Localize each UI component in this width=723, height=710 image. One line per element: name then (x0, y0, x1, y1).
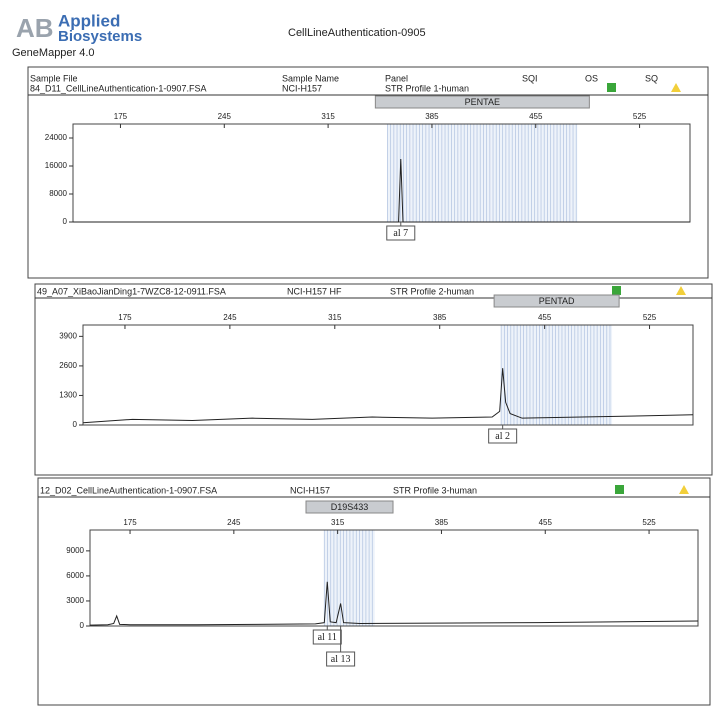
sample-file: 84_D11_CellLineAuthentication-1-0907.FSA (30, 83, 206, 93)
plot-frame (72, 123, 691, 223)
y-tick-label: 0 (63, 217, 68, 226)
bin-range (501, 325, 613, 425)
x-tick-label: 525 (633, 112, 647, 121)
y-tick-label: 2600 (59, 361, 77, 370)
os-flag (607, 83, 616, 92)
sample-name: NCI-H157 (290, 485, 330, 495)
marker-box (493, 294, 620, 308)
x-tick-label: 175 (118, 313, 132, 322)
marker-box (305, 500, 394, 514)
marker-name: PENTAE (465, 97, 500, 107)
x-tick-label: 455 (529, 112, 543, 121)
allele-box (386, 225, 416, 241)
allele-box (326, 651, 356, 667)
logo-top: Applied (58, 11, 120, 30)
x-tick-label: 245 (218, 112, 232, 121)
marker-name: D19S433 (331, 502, 369, 512)
y-tick-label: 0 (73, 420, 78, 429)
y-tick-label: 3900 (59, 331, 77, 340)
column-header: SQI (522, 73, 538, 83)
x-tick-label: 525 (642, 518, 656, 527)
x-tick-label: 315 (328, 313, 342, 322)
sample-name: NCI-H157 HF (287, 286, 342, 296)
x-tick-label: 175 (123, 518, 137, 527)
software-name: GeneMapper 4.0 (12, 47, 95, 59)
column-header: SQ (645, 73, 658, 83)
x-tick-label: 315 (321, 112, 335, 121)
panel-frame (37, 477, 711, 706)
os-flag (612, 286, 621, 295)
column-header: Panel (385, 73, 408, 83)
marker-box (374, 95, 590, 109)
column-header: Sample Name (282, 73, 339, 83)
marker-name: PENTAD (539, 296, 575, 306)
x-tick-label: 245 (227, 518, 241, 527)
x-tick-label: 455 (538, 313, 552, 322)
panel-name: STR Profile 2-human (390, 286, 474, 296)
sq-flag (671, 83, 681, 92)
plot-frame (82, 324, 694, 426)
allele-box (488, 428, 518, 444)
allele-label: al 2 (495, 431, 510, 442)
allele-label: al 13 (331, 654, 351, 665)
sq-flag (676, 286, 686, 295)
y-tick-label: 6000 (66, 571, 84, 580)
sq-flag (679, 485, 689, 494)
y-tick-label: 16000 (45, 161, 68, 170)
allele-box (312, 629, 342, 645)
panel-frame (27, 66, 709, 279)
x-tick-label: 525 (643, 313, 657, 322)
allele-label: al 7 (393, 228, 408, 239)
report-title: CellLineAuthentication-0905 (288, 27, 426, 39)
trace (89, 581, 699, 626)
trace (82, 368, 694, 424)
x-tick-label: 455 (539, 518, 553, 527)
x-tick-label: 245 (223, 313, 237, 322)
x-tick-label: 385 (433, 313, 447, 322)
y-tick-label: 1300 (59, 391, 77, 400)
y-tick-label: 9000 (66, 546, 84, 555)
column-header: Sample File (30, 73, 78, 83)
x-tick-label: 175 (114, 112, 128, 121)
os-flag (615, 485, 624, 494)
x-tick-label: 385 (435, 518, 449, 527)
sample-file: 49_A07_XiBaoJianDing1-7WZC8-12-0911.FSA (37, 286, 226, 296)
logo-mark: AB (16, 13, 54, 43)
logo-bottom: Biosystems (58, 28, 142, 45)
plot-frame (89, 529, 699, 627)
allele-label: al 11 (318, 632, 337, 643)
x-tick-label: 385 (425, 112, 439, 121)
panel-frame (34, 283, 713, 476)
trace (73, 158, 690, 223)
panel-name: STR Profile 3-human (393, 485, 477, 495)
panel-name: STR Profile 1-human (385, 83, 469, 93)
sample-file: 12_D02_CellLineAuthentication-1-0907.FSA (40, 485, 217, 495)
sample-name: NCI-H157 (282, 83, 322, 93)
y-tick-label: 8000 (49, 189, 67, 198)
column-header: OS (585, 73, 598, 83)
y-tick-label: 0 (80, 621, 85, 630)
y-tick-label: 3000 (66, 596, 84, 605)
y-tick-label: 24000 (45, 133, 68, 142)
x-tick-label: 315 (331, 518, 345, 527)
